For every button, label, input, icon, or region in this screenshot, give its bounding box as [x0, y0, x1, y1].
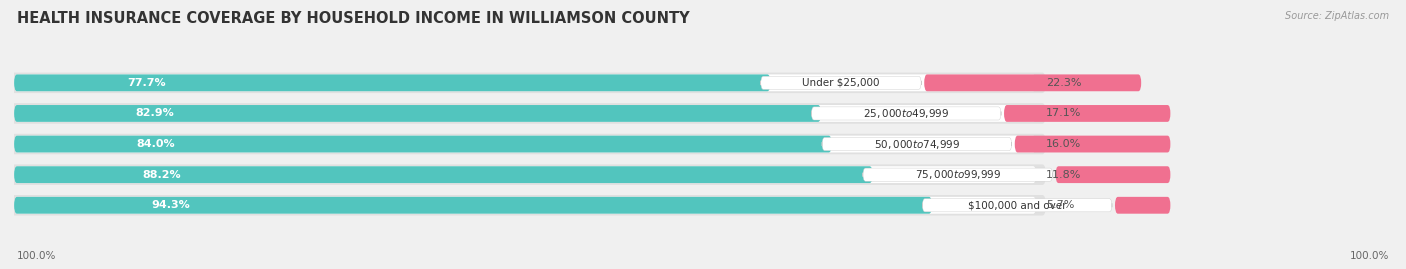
- FancyBboxPatch shape: [11, 134, 1046, 154]
- FancyBboxPatch shape: [11, 103, 1046, 124]
- FancyBboxPatch shape: [14, 197, 1036, 214]
- FancyBboxPatch shape: [14, 75, 1036, 91]
- FancyBboxPatch shape: [14, 197, 932, 214]
- Text: Under $25,000: Under $25,000: [803, 78, 880, 88]
- FancyBboxPatch shape: [11, 195, 1046, 215]
- Text: $25,000 to $49,999: $25,000 to $49,999: [863, 107, 949, 120]
- FancyBboxPatch shape: [922, 199, 1112, 212]
- FancyBboxPatch shape: [14, 136, 832, 153]
- FancyBboxPatch shape: [761, 76, 921, 89]
- FancyBboxPatch shape: [14, 105, 821, 122]
- Text: $100,000 and over: $100,000 and over: [967, 200, 1066, 210]
- Text: 88.2%: 88.2%: [143, 170, 181, 180]
- FancyBboxPatch shape: [11, 164, 1046, 185]
- FancyBboxPatch shape: [1015, 136, 1170, 153]
- FancyBboxPatch shape: [863, 168, 1053, 181]
- Text: $50,000 to $74,999: $50,000 to $74,999: [873, 137, 960, 151]
- FancyBboxPatch shape: [14, 105, 1036, 122]
- Text: HEALTH INSURANCE COVERAGE BY HOUSEHOLD INCOME IN WILLIAMSON COUNTY: HEALTH INSURANCE COVERAGE BY HOUSEHOLD I…: [17, 11, 689, 26]
- Text: 94.3%: 94.3%: [152, 200, 190, 210]
- Text: Source: ZipAtlas.com: Source: ZipAtlas.com: [1285, 11, 1389, 21]
- FancyBboxPatch shape: [1115, 197, 1170, 214]
- FancyBboxPatch shape: [811, 107, 1001, 120]
- FancyBboxPatch shape: [11, 73, 1046, 93]
- FancyBboxPatch shape: [1056, 166, 1170, 183]
- Text: 16.0%: 16.0%: [1046, 139, 1081, 149]
- FancyBboxPatch shape: [924, 75, 1142, 91]
- Text: 84.0%: 84.0%: [136, 139, 176, 149]
- Text: 11.8%: 11.8%: [1046, 170, 1081, 180]
- FancyBboxPatch shape: [823, 137, 1012, 151]
- Text: 5.7%: 5.7%: [1046, 200, 1074, 210]
- Text: 17.1%: 17.1%: [1046, 108, 1081, 118]
- Text: 100.0%: 100.0%: [1350, 251, 1389, 261]
- Text: 22.3%: 22.3%: [1046, 78, 1081, 88]
- Text: $75,000 to $99,999: $75,000 to $99,999: [914, 168, 1001, 181]
- Text: 82.9%: 82.9%: [135, 108, 174, 118]
- Text: 100.0%: 100.0%: [17, 251, 56, 261]
- FancyBboxPatch shape: [14, 136, 1036, 153]
- Text: 77.7%: 77.7%: [128, 78, 166, 88]
- FancyBboxPatch shape: [14, 166, 1036, 183]
- FancyBboxPatch shape: [14, 75, 770, 91]
- FancyBboxPatch shape: [1004, 105, 1170, 122]
- FancyBboxPatch shape: [14, 166, 873, 183]
